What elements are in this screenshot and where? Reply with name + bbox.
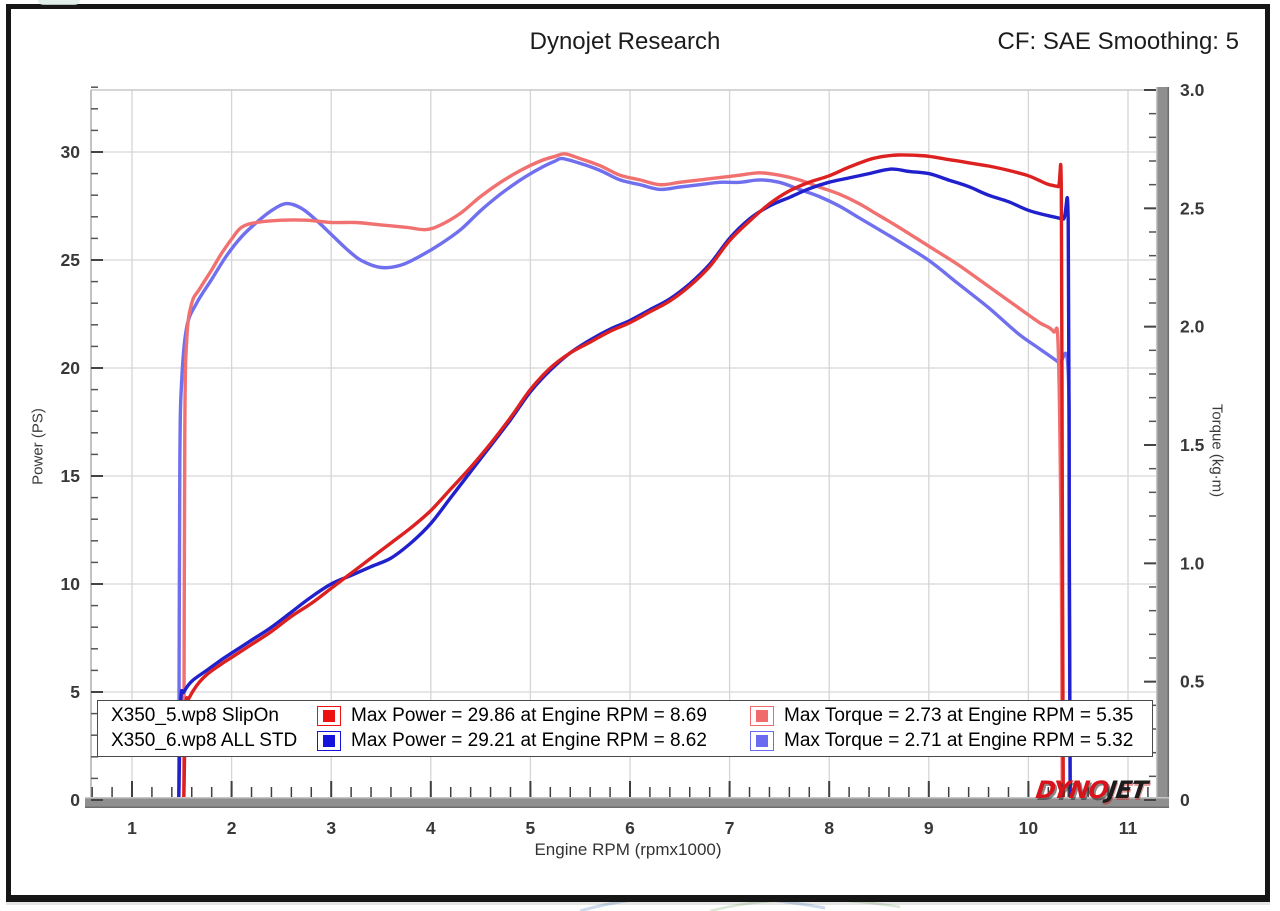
torque-tick-label: 1.5: [1180, 435, 1205, 455]
power-tick-label: 30: [61, 142, 81, 162]
max-power-text: Max Power = 29.21 at Engine RPM = 8.62: [351, 730, 707, 752]
torque-tick-label: 0.5: [1180, 672, 1205, 692]
torque-tick-label: 0: [1180, 790, 1190, 810]
torque-tick-label: 1.0: [1180, 553, 1205, 573]
torque-tick-label: 3.0: [1180, 80, 1205, 100]
smoothing-label: CF: SAE Smoothing: 5: [997, 28, 1239, 55]
torque-tick-label: 2.5: [1180, 198, 1205, 218]
power-swatch-blue: [317, 731, 341, 752]
torque-swatch-red-fill: [756, 709, 768, 722]
rpm-tick-label: 10: [1019, 818, 1039, 838]
dynojet-logo: DYNOJET: [1034, 776, 1149, 804]
torque-swatch-blue-fill: [756, 735, 768, 748]
rpm-tick-label: 9: [924, 818, 934, 838]
rpm-tick-label: 5: [526, 818, 536, 838]
legend-row-allstd: X350_6.wp8 ALL STD Max Power = 29.21 at …: [98, 729, 1152, 755]
run-name: X350_5.wp8 SlipOn: [111, 704, 279, 726]
torque-swatch-red: [750, 705, 774, 726]
curve-x350-6-wp8-all-std-power: [177, 167, 1072, 802]
rpm-axis-label: Engine RPM (rpmx1000): [534, 840, 722, 859]
torque-swatch-blue: [750, 731, 774, 752]
chart-title: Dynojet Research: [529, 28, 721, 55]
torque-axis-bar: [1156, 87, 1169, 808]
max-torque-text: Max Torque = 2.71 at Engine RPM = 5.32: [784, 730, 1134, 752]
curve-x350-5-wp8-slipon-power: [182, 153, 1065, 802]
rpm-tick-label: 8: [824, 818, 834, 838]
legend-row-slipon: X350_5.wp8 SlipOn Max Power = 29.86 at E…: [98, 703, 1152, 729]
power-tick-label: 20: [61, 358, 81, 378]
watermark-top: [38, 0, 80, 5]
power-swatch-red: [317, 705, 341, 726]
rpm-tick-label: 3: [326, 818, 336, 838]
power-swatch-red-fill: [323, 709, 335, 722]
rpm-tick-label: 11: [1119, 818, 1138, 838]
rpm-tick-label: 2: [227, 818, 237, 838]
rpm-tick-label: 1: [127, 818, 137, 838]
run-name: X350_6.wp8 ALL STD: [111, 730, 298, 752]
power-tick-label: 5: [70, 682, 80, 702]
power-swatch-blue-fill: [323, 735, 335, 748]
power-tick-label: 25: [61, 250, 81, 270]
rpm-axis-bar: [85, 797, 1169, 808]
curve-x350-5-wp8-slipon-torque: [182, 152, 1064, 802]
max-power-text: Max Power = 29.86 at Engine RPM = 8.69: [351, 704, 707, 726]
rpm-tick-label: 6: [625, 818, 635, 838]
power-tick-label: 15: [61, 466, 81, 486]
rpm-tick-label: 4: [426, 818, 436, 838]
power-tick-label: 10: [61, 574, 81, 594]
legend-box: X350_5.wp8 SlipOn Max Power = 29.86 at E…: [97, 700, 1153, 757]
rpm-tick-label: 7: [725, 818, 735, 838]
dynojet-logo-dyno: DYNO: [1034, 776, 1110, 804]
dynojet-logo-jet: JET: [1105, 776, 1149, 804]
max-torque-text: Max Torque = 2.73 at Engine RPM = 5.35: [784, 704, 1134, 726]
power-tick-label: 0: [70, 790, 80, 810]
torque-tick-label: 2.0: [1180, 317, 1205, 337]
